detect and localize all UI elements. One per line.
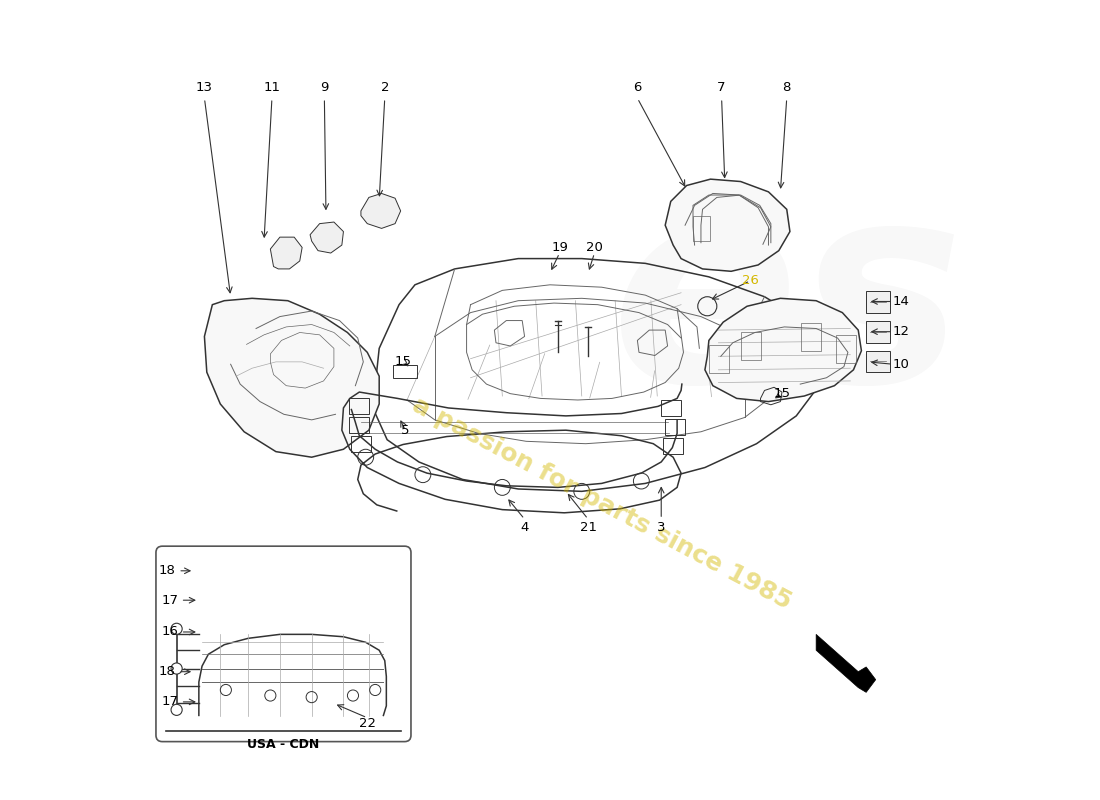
Bar (708, 345, 728, 373)
Text: 21: 21 (580, 521, 596, 534)
Bar (349, 418, 368, 434)
Text: 6: 6 (634, 82, 641, 94)
Bar (801, 323, 821, 350)
Circle shape (172, 704, 183, 715)
Text: a passion for parts since 1985: a passion for parts since 1985 (408, 393, 795, 614)
Text: 13: 13 (196, 82, 213, 94)
Text: 16: 16 (162, 626, 178, 638)
Bar (393, 365, 417, 378)
Polygon shape (816, 634, 876, 692)
Bar (693, 216, 711, 241)
Circle shape (172, 623, 183, 634)
Text: 17: 17 (162, 594, 179, 606)
Text: 18: 18 (158, 564, 176, 578)
Bar (836, 335, 856, 362)
Bar (866, 291, 890, 313)
Polygon shape (271, 237, 303, 269)
Bar (866, 350, 890, 372)
Bar (866, 322, 890, 342)
Text: 19: 19 (551, 241, 568, 254)
Text: 14: 14 (893, 295, 910, 308)
Text: 10: 10 (893, 358, 910, 370)
Text: 11: 11 (263, 82, 280, 94)
Text: 2: 2 (381, 82, 389, 94)
Text: 22: 22 (359, 717, 376, 730)
Text: 15: 15 (773, 387, 791, 400)
Bar (349, 398, 368, 414)
Text: 7: 7 (717, 82, 726, 94)
Bar (740, 333, 760, 360)
Text: 5: 5 (402, 424, 409, 437)
Polygon shape (205, 298, 380, 457)
Text: 3: 3 (657, 521, 665, 534)
Text: 26: 26 (741, 274, 759, 287)
Text: 4: 4 (520, 521, 529, 534)
Text: es: es (612, 170, 965, 440)
Bar (351, 436, 372, 452)
Circle shape (172, 663, 183, 674)
Bar (666, 419, 685, 435)
Text: 20: 20 (586, 241, 603, 254)
Polygon shape (705, 298, 861, 402)
Text: 17: 17 (162, 695, 179, 708)
Text: 15: 15 (395, 355, 411, 368)
Polygon shape (666, 179, 790, 271)
Polygon shape (310, 222, 343, 253)
Text: USA - CDN: USA - CDN (248, 738, 320, 751)
FancyBboxPatch shape (156, 546, 411, 742)
Bar (661, 400, 681, 416)
Text: 9: 9 (320, 82, 329, 94)
Text: 8: 8 (782, 82, 791, 94)
Bar (663, 438, 683, 454)
Text: 18: 18 (158, 666, 176, 678)
Text: 12: 12 (892, 325, 910, 338)
Polygon shape (361, 194, 400, 229)
